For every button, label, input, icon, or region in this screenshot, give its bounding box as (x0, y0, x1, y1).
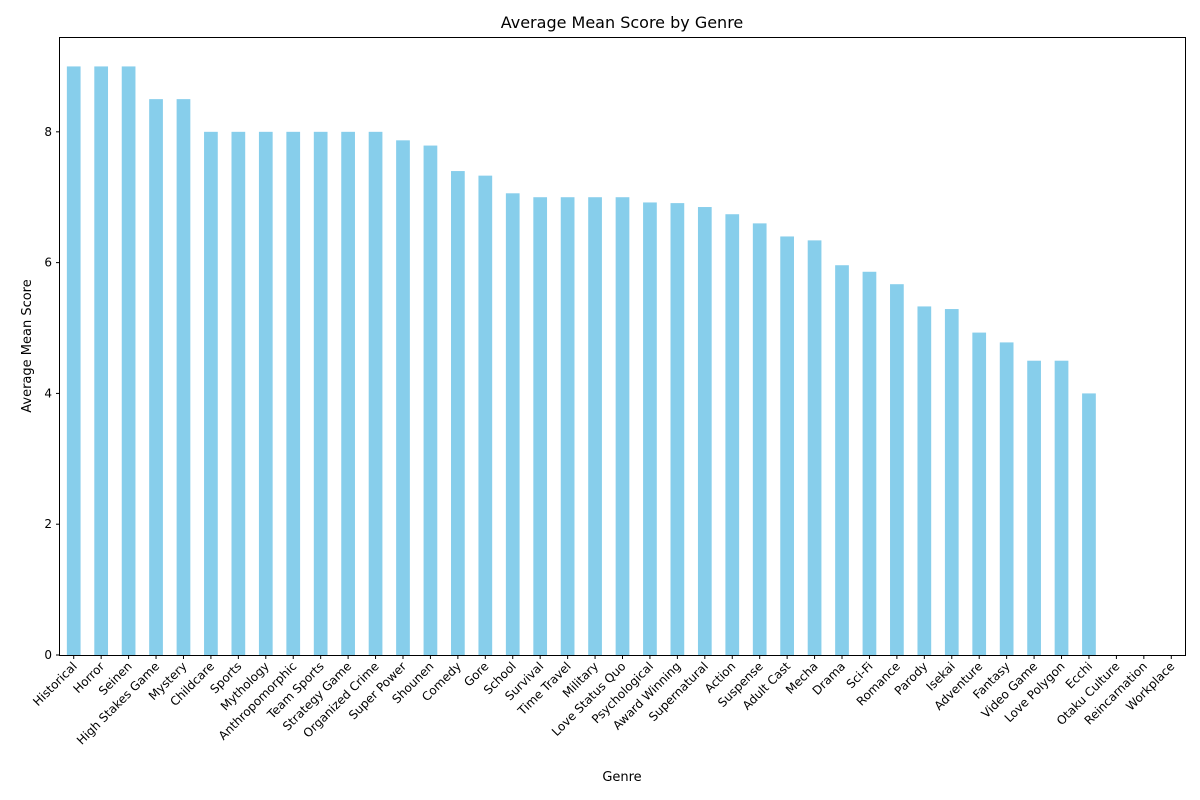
bar (94, 66, 109, 656)
x-axis-label: Genre (602, 770, 641, 785)
chart-title: Average Mean Score by Genre (501, 13, 744, 32)
bar (505, 193, 520, 656)
bar (588, 197, 602, 655)
plot-frame (59, 37, 1186, 656)
y-axis-label: Average Mean Score (20, 279, 35, 412)
bar (204, 131, 218, 655)
y-axis: 0 2 4 6 8 (44, 125, 60, 662)
bar (286, 131, 301, 655)
bar (670, 203, 685, 656)
bar (780, 236, 794, 655)
bar (917, 306, 932, 655)
bar (451, 171, 465, 655)
bar (176, 99, 191, 655)
bar (835, 265, 849, 655)
bar (396, 140, 410, 655)
bar (423, 145, 438, 655)
y-tick-label: 8 (44, 125, 52, 139)
bar (66, 66, 81, 656)
bar (697, 207, 712, 655)
y-tick-label: 0 (44, 648, 52, 662)
bar (1082, 393, 1096, 655)
bar (368, 131, 383, 655)
bar (313, 131, 328, 655)
y-tick-label: 6 (44, 256, 52, 270)
bar (807, 240, 822, 655)
bar (643, 202, 657, 655)
bar (615, 197, 630, 655)
bar (560, 197, 575, 655)
bar (890, 284, 904, 655)
bar (341, 131, 355, 655)
bar (121, 66, 136, 656)
bar (149, 99, 163, 655)
bar (944, 309, 959, 655)
bar (478, 175, 493, 655)
bar (258, 131, 273, 655)
bars-group (66, 66, 1096, 656)
bar (999, 342, 1014, 655)
bar (725, 214, 740, 656)
bar (533, 197, 548, 655)
bar (1054, 360, 1069, 655)
y-tick-label: 4 (44, 386, 52, 400)
bar (752, 223, 767, 655)
bar (972, 332, 987, 655)
bar (231, 131, 246, 655)
y-tick-label: 2 (44, 517, 52, 531)
bar (862, 271, 877, 655)
bar (1027, 360, 1041, 655)
